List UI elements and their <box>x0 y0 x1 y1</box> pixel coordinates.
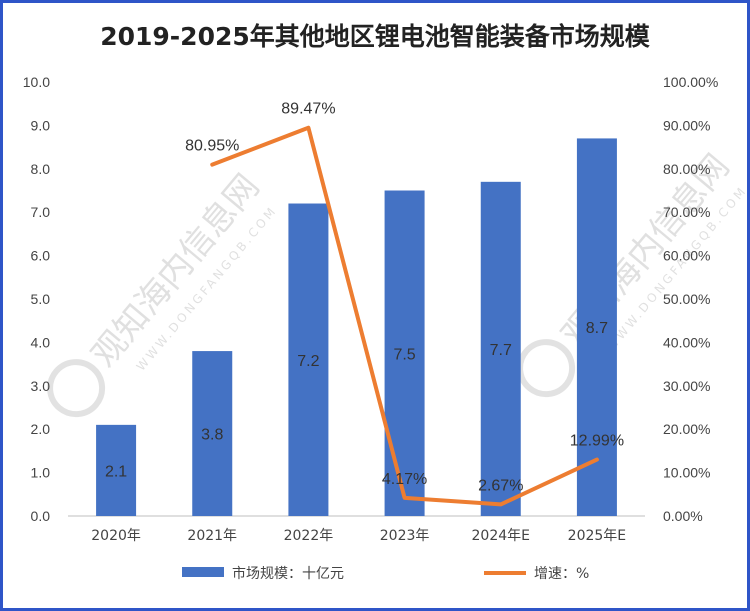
y-tick-label: 10.0 <box>23 74 50 90</box>
x-category-label: 2024年E <box>472 528 530 544</box>
y-tick-label: 2.0 <box>31 421 51 437</box>
y-tick-label: 7.0 <box>31 204 51 220</box>
bar <box>96 424 137 516</box>
x-category-label: 2021年 <box>187 528 237 544</box>
watermark-text: 观知海内信息网 <box>84 167 268 375</box>
line-data-label: 80.95% <box>185 138 239 155</box>
y-tick-label: 5.0 <box>31 291 51 307</box>
y2-tick-label: 50.00% <box>663 291 710 307</box>
y-tick-label: 6.0 <box>31 248 51 264</box>
y-tick-label: 0.0 <box>31 508 51 524</box>
y2-tick-label: 60.00% <box>663 248 710 264</box>
y2-tick-label: 30.00% <box>663 378 710 394</box>
x-category-label: 2025年E <box>568 528 626 544</box>
bar-data-label: 2.1 <box>105 463 127 480</box>
bar <box>480 181 521 516</box>
bar-data-label: 3.8 <box>201 427 223 444</box>
line-data-label: 89.47% <box>281 101 335 118</box>
y-tick-label: 9.0 <box>31 117 51 133</box>
legend-bar-label: 市场规模：十亿元 <box>232 565 344 582</box>
bar-data-label: 7.5 <box>393 346 415 363</box>
watermark-logo-icon <box>47 359 106 418</box>
y2-tick-label: 0.00% <box>663 508 703 524</box>
y2-tick-label: 80.00% <box>663 161 710 177</box>
chart-title: 2019-2025年其他地区锂电池智能装备市场规模 <box>100 22 650 51</box>
y2-tick-label: 20.00% <box>663 421 710 437</box>
x-category-label: 2022年 <box>284 528 334 544</box>
bar <box>576 138 617 517</box>
x-category-label: 2020年 <box>91 528 141 544</box>
bar-data-label: 7.2 <box>297 353 319 370</box>
y2-tick-label: 90.00% <box>663 117 710 133</box>
y-tick-label: 8.0 <box>31 161 51 177</box>
y-tick-label: 4.0 <box>31 334 51 350</box>
growth-line <box>210 125 599 507</box>
y-tick-label: 3.0 <box>31 378 51 394</box>
line-data-label: 4.17% <box>382 471 427 488</box>
y2-tick-label: 100.00% <box>663 74 718 90</box>
watermark-logo-icon <box>517 339 576 398</box>
bar-data-label: 8.7 <box>586 320 608 337</box>
legend-bar-swatch <box>182 567 224 577</box>
line-data-label: 12.99% <box>570 433 624 450</box>
bar-data-label: 7.7 <box>490 342 512 359</box>
bar <box>384 190 425 516</box>
y-tick-label: 1.0 <box>31 465 51 481</box>
y2-tick-label: 70.00% <box>663 204 710 220</box>
bar <box>192 351 233 516</box>
bar <box>288 203 329 516</box>
x-category-label: 2023年 <box>380 528 430 544</box>
legend-line-label: 增速：% <box>534 566 589 582</box>
y2-tick-label: 10.00% <box>663 465 710 481</box>
line-data-label: 2.67% <box>478 477 523 494</box>
y2-tick-label: 40.00% <box>663 334 710 350</box>
